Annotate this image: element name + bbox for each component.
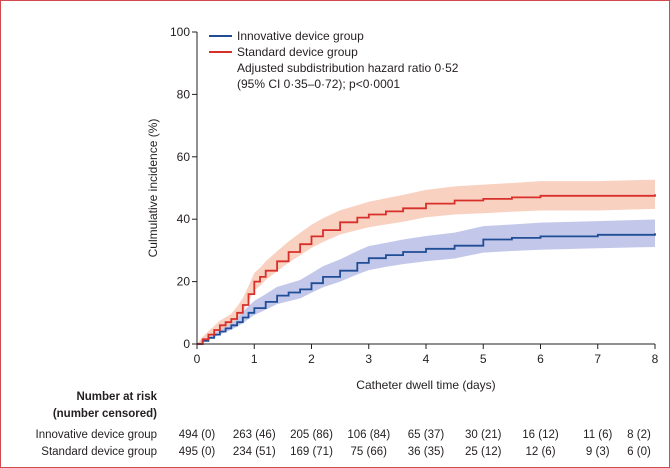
risk-table-title-line1: Number at risk [76,391,157,403]
risk-cell-row1-day4: 36 (35) [407,446,445,458]
risk-table-title-line2: (number censored) [52,408,157,420]
risk-cell-row0-day2: 205 (86) [290,429,333,441]
risk-cell-row0-day6: 16 (12) [522,429,559,441]
x-tick-label-7: 7 [594,352,601,366]
ci-band-series-0 [197,219,655,344]
x-tick-label-8: 8 [652,352,659,366]
y-tick-label-2: 40 [177,212,191,226]
risk-cell-row0-day4: 65 (37) [407,429,445,441]
risk-cell-row1-day1: 234 (51) [232,446,276,458]
risk-cell-row0-day1: 263 (46) [232,429,276,441]
y-tick-label-1: 20 [177,275,191,289]
x-tick-label-6: 6 [537,352,544,366]
legend-label-0: Innovative device group [237,29,364,43]
y-tick-label-3: 60 [177,150,191,164]
x-tick-label-3: 3 [365,352,372,366]
incidence-curves [197,194,656,345]
risk-row-label-innovative: Innovative device group [35,429,157,441]
x-tick-label-0: 0 [194,352,201,366]
y-axis-title: Culmulative incidence (%) [146,119,160,258]
legend-label-1: Standard device group [237,45,358,59]
risk-cell-row0-day3: 106 (84) [347,429,391,441]
risk-cell-row0-day5: 30 (21) [465,429,502,441]
risk-cell-row1-day5: 25 (12) [465,446,502,458]
risk-cell-row0-day7: 11 (6) [583,429,613,441]
x-tick-label-4: 4 [423,352,430,366]
y-tick-label-0: 0 [183,337,190,351]
risk-row-label-standard: Standard device group [41,446,157,458]
risk-cell-row1-day6: 12 (6) [525,446,556,458]
risk-cell-row1-day3: 75 (66) [350,446,387,458]
y-tick-label-5: 100 [170,25,190,39]
hazard-ratio-annotation-0: Adjusted subdistribution hazard ratio 0·… [237,61,459,75]
x-tick-label-2: 2 [308,352,315,366]
risk-cell-row0-day8: 8 (2) [627,429,651,441]
hazard-ratio-annotation-1: (95% CI 0·35–0·72); p<0·0001 [237,77,400,91]
x-tick-label-5: 5 [480,352,487,366]
x-tick-label-1: 1 [251,352,258,366]
legend: Innovative device group Standard device g… [209,29,459,91]
risk-cell-row1-day2: 169 (71) [290,446,333,458]
risk-cell-row1-day0: 495 (0) [178,446,216,458]
curve-series-1 [197,194,656,345]
y-tick-label-4: 80 [177,87,191,101]
axes: 0 20 40 60 80 100 0 1 2 3 4 5 6 7 8 Catheter dwell time… [146,25,659,392]
risk-cell-row1-day8: 6 (0) [627,446,651,458]
risk-cell-row0-day0: 494 (0) [178,429,216,441]
curve-series-0 [197,233,656,345]
x-axis-title: Catheter dwell time (days) [356,378,495,392]
risk-cell-row1-day7: 9 (3) [585,446,610,458]
